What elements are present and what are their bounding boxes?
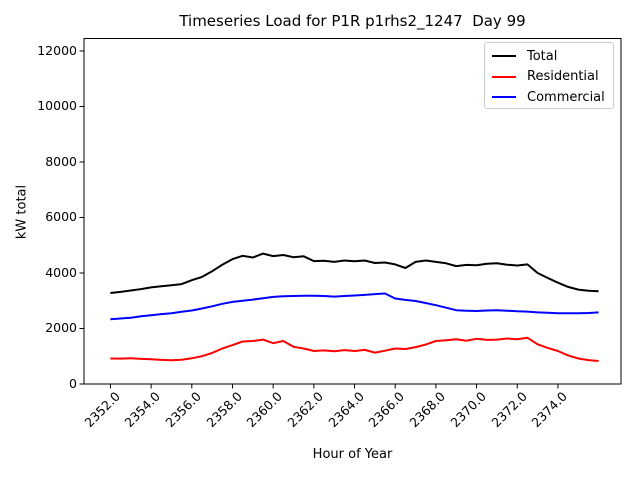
legend-entry-total: Total <box>492 46 613 67</box>
y-tick-label: 2000 <box>45 320 77 336</box>
legend-entry-residential: Residential <box>492 67 613 88</box>
chart-title: Timeseries Load for P1R p1rhs2_1247 Day … <box>179 12 526 30</box>
legend-line-sample <box>492 55 516 58</box>
y-tick-label: 12000 <box>37 42 77 58</box>
legend-label: Commercial <box>527 89 605 105</box>
y-tick-label: 8000 <box>45 153 77 169</box>
legend-label: Residential <box>527 69 599 85</box>
legend: Total Residential Commercial <box>484 42 614 109</box>
series-line-total <box>110 252 599 294</box>
legend-label: Total <box>527 48 558 64</box>
y-tick-label: 4000 <box>45 264 77 280</box>
y-tick-label: 6000 <box>45 209 77 225</box>
series-line-residential <box>110 336 599 362</box>
legend-line-sample <box>492 75 516 78</box>
legend-entry-commercial: Commercial <box>492 87 613 108</box>
y-tick-label: 10000 <box>37 98 77 114</box>
legend-line-sample <box>492 96 516 99</box>
y-tick-label: 0 <box>69 376 77 391</box>
x-axis-label: Hour of Year <box>312 447 393 462</box>
series-line-commercial <box>110 292 599 321</box>
